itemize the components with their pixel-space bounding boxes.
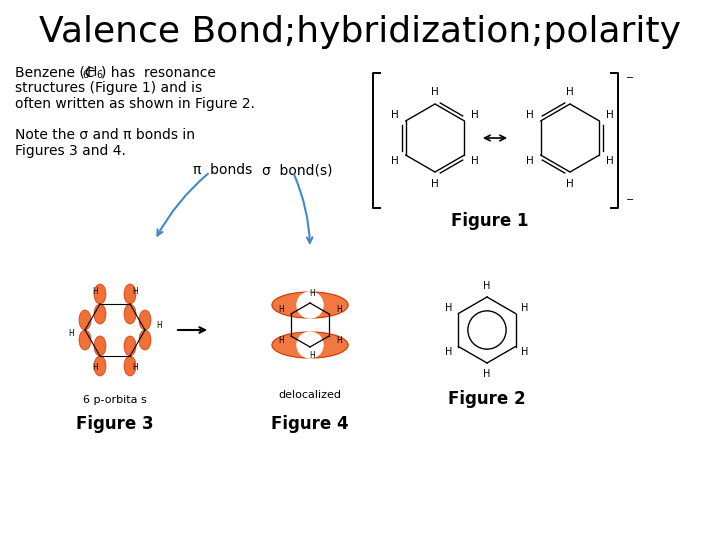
Ellipse shape bbox=[124, 336, 136, 356]
Text: H: H bbox=[278, 336, 284, 345]
Text: H: H bbox=[521, 303, 528, 313]
Text: Figure 4: Figure 4 bbox=[271, 415, 348, 433]
Text: H: H bbox=[606, 110, 613, 120]
Text: H: H bbox=[336, 336, 342, 345]
Text: H: H bbox=[483, 369, 491, 379]
Text: H: H bbox=[87, 65, 97, 79]
Ellipse shape bbox=[94, 304, 106, 324]
Text: H: H bbox=[483, 281, 491, 291]
Polygon shape bbox=[272, 332, 348, 358]
Text: H: H bbox=[132, 363, 138, 373]
Text: H: H bbox=[391, 156, 399, 166]
Text: 6 p-orbita s: 6 p-orbita s bbox=[83, 395, 147, 405]
Text: H: H bbox=[310, 352, 315, 361]
Text: H: H bbox=[132, 287, 138, 296]
Text: often written as shown in Figure 2.: often written as shown in Figure 2. bbox=[15, 97, 255, 111]
Circle shape bbox=[297, 332, 323, 358]
Text: H: H bbox=[521, 347, 528, 357]
Text: −: − bbox=[626, 73, 634, 83]
Text: H: H bbox=[445, 303, 453, 313]
Text: H: H bbox=[310, 289, 315, 299]
Text: 6: 6 bbox=[96, 70, 102, 80]
Text: H: H bbox=[92, 363, 98, 373]
Text: Figure 3: Figure 3 bbox=[76, 415, 154, 433]
Text: Figure 2: Figure 2 bbox=[448, 390, 526, 408]
Text: Figure 1: Figure 1 bbox=[451, 212, 528, 230]
Ellipse shape bbox=[79, 310, 91, 330]
Text: H: H bbox=[68, 329, 74, 339]
Ellipse shape bbox=[139, 330, 151, 350]
Circle shape bbox=[297, 292, 323, 318]
Ellipse shape bbox=[124, 304, 136, 324]
Text: Benzene (C: Benzene (C bbox=[15, 65, 94, 79]
Text: H: H bbox=[445, 347, 453, 357]
Text: ) has  resonance: ) has resonance bbox=[101, 65, 216, 79]
Text: H: H bbox=[156, 321, 162, 330]
Text: H: H bbox=[336, 305, 342, 314]
Text: Figures 3 and 4.: Figures 3 and 4. bbox=[15, 144, 126, 158]
Text: H: H bbox=[278, 305, 284, 314]
Text: H: H bbox=[526, 110, 534, 120]
Text: structures (Figure 1) and is: structures (Figure 1) and is bbox=[15, 81, 202, 95]
Ellipse shape bbox=[139, 310, 151, 330]
Text: H: H bbox=[431, 87, 439, 97]
Ellipse shape bbox=[124, 284, 136, 304]
Text: H: H bbox=[92, 287, 98, 296]
Text: H: H bbox=[526, 156, 534, 166]
Text: σ  bond(s): σ bond(s) bbox=[262, 163, 333, 177]
Text: Note the σ and π bonds in: Note the σ and π bonds in bbox=[15, 128, 195, 142]
Text: H: H bbox=[606, 156, 613, 166]
Ellipse shape bbox=[94, 336, 106, 356]
Ellipse shape bbox=[124, 356, 136, 376]
Text: H: H bbox=[471, 156, 479, 166]
Text: H: H bbox=[391, 110, 399, 120]
Text: H: H bbox=[566, 179, 574, 189]
Ellipse shape bbox=[94, 284, 106, 304]
Text: π  bonds: π bonds bbox=[193, 163, 252, 177]
Text: −: − bbox=[626, 195, 634, 205]
Text: H: H bbox=[471, 110, 479, 120]
Text: Valence Bond;hybridization;polarity: Valence Bond;hybridization;polarity bbox=[39, 15, 681, 49]
Polygon shape bbox=[272, 292, 348, 318]
Text: H: H bbox=[431, 179, 439, 189]
Ellipse shape bbox=[79, 330, 91, 350]
Text: delocalized: delocalized bbox=[279, 390, 341, 400]
Text: 6: 6 bbox=[82, 70, 88, 80]
Text: H: H bbox=[566, 87, 574, 97]
Ellipse shape bbox=[94, 356, 106, 376]
